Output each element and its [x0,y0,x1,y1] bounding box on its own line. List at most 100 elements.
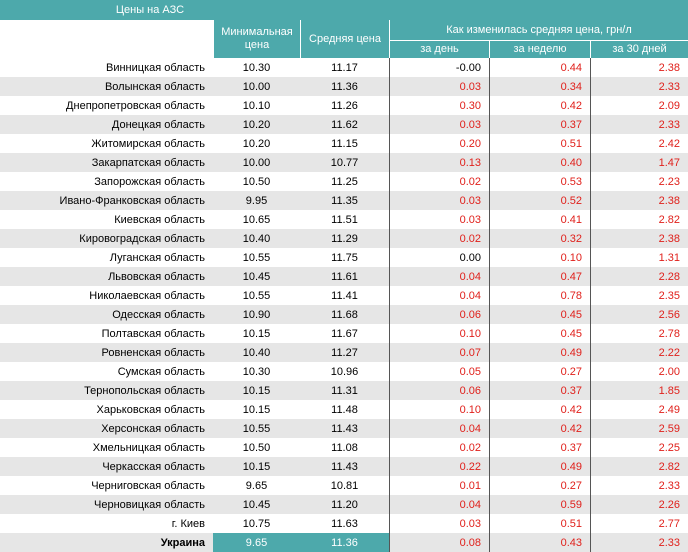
price-change: 0.37 [489,115,590,134]
price-change: 0.32 [489,229,590,248]
price: 9.95 [213,191,300,210]
price-change: 2.59 [590,419,688,438]
region-name: Волынская область [0,77,213,96]
price-change: 0.02 [389,438,489,457]
price-change: 2.38 [590,229,688,248]
price-change: 1.85 [590,381,688,400]
change-column-header: за день [389,40,489,58]
price: 10.75 [242,517,271,530]
price-change: 0.49 [489,457,590,476]
region-name: Ивано-Франковская область [0,191,213,210]
price: 10.90 [213,305,300,324]
price: 10.15 [242,403,271,416]
region-name: Луганская область [109,251,205,264]
price-change: 0.27 [489,362,590,381]
price-change: 0.08 [389,533,489,552]
price: 11.26 [331,99,358,112]
price: 11.36 [300,533,389,552]
price-change: 0.10 [389,400,489,419]
region-name: Киевская область [114,213,205,226]
region-name: Сумская область [117,365,205,378]
price-change: 0.05 [389,362,489,381]
price: 10.81 [330,479,359,492]
price-change: 0.34 [489,77,590,96]
price: 10.55 [242,251,271,264]
price-change: 2.33 [590,533,688,552]
price: 10.20 [242,137,271,150]
price: 11.67 [331,327,358,340]
price-change: 0.04 [389,419,489,438]
price: 11.35 [300,191,389,210]
region-name: Харьковская область [96,403,206,416]
price: 10.50 [242,175,271,188]
price-change: 0.01 [389,476,489,495]
price: 10.20 [213,115,300,134]
price-change: -0.00 [389,58,489,77]
column-header: Средняя цена [300,20,389,58]
price: 11.20 [300,495,389,514]
region-name: Житомирская область [91,137,205,150]
price-change: 2.38 [590,191,688,210]
price: 10.77 [300,153,389,172]
price-change: 0.45 [489,305,590,324]
price-change: 0.27 [489,476,590,495]
price: 11.31 [300,381,389,400]
price: 11.68 [300,305,389,324]
price: 11.48 [331,403,358,416]
price-change: 1.31 [590,248,688,267]
price-change: 2.77 [590,514,688,533]
price: 10.40 [213,229,300,248]
price: 11.25 [331,175,358,188]
price: 10.65 [242,213,271,226]
price-change: 0.03 [389,210,489,229]
price-change: 0.02 [389,172,489,191]
price-change: 0.49 [489,343,590,362]
price: 10.45 [213,267,300,286]
change-group-header: Как изменилась средняя цена, грн/л [389,20,688,40]
price-change: 0.30 [389,96,489,115]
price: 10.30 [242,365,271,378]
price-change: 0.51 [489,134,590,153]
region-name: Черкасская область [0,457,213,476]
region-name: Николаевская область [89,289,205,302]
region-name: Черниговская область [91,479,205,492]
price-change: 0.03 [389,514,489,533]
change-column-header: за неделю [489,40,590,58]
price-change: 2.23 [590,172,688,191]
price: 10.10 [242,99,271,112]
price-change: 2.78 [590,324,688,343]
region-name: Одесская область [0,305,213,324]
region-name: Ровненская область [0,343,213,362]
price-change: 0.53 [489,172,590,191]
price-change: 2.25 [590,438,688,457]
region-name: Херсонская область [0,419,213,438]
price: 10.00 [213,77,300,96]
price-change: 0.20 [389,134,489,153]
price: 11.51 [331,213,358,226]
region-name: Кировоградская область [0,229,213,248]
price: 10.50 [242,441,271,454]
region-name: Черновицкая область [0,495,213,514]
price-change: 0.41 [489,210,590,229]
price-change: 0.43 [489,533,590,552]
price-change: 0.37 [489,381,590,400]
price-change: 0.03 [389,191,489,210]
price-change: 0.47 [489,267,590,286]
region-name: Запорожская область [94,175,205,188]
price: 11.36 [300,77,389,96]
price: 11.08 [331,441,358,454]
price-change: 0.06 [389,381,489,400]
price: 10.30 [242,61,271,74]
price-change: 0.42 [489,419,590,438]
price-change: 0.00 [389,248,489,267]
region-name: Украина [0,533,213,552]
price-change: 0.42 [489,96,590,115]
price-change: 2.38 [590,58,688,77]
price-change: 0.52 [489,191,590,210]
price: 10.15 [213,381,300,400]
price: 10.40 [213,343,300,362]
price-change: 0.40 [489,153,590,172]
price: 11.62 [300,115,389,134]
price-change: 0.13 [389,153,489,172]
change-column-header: за 30 дней [590,40,688,58]
